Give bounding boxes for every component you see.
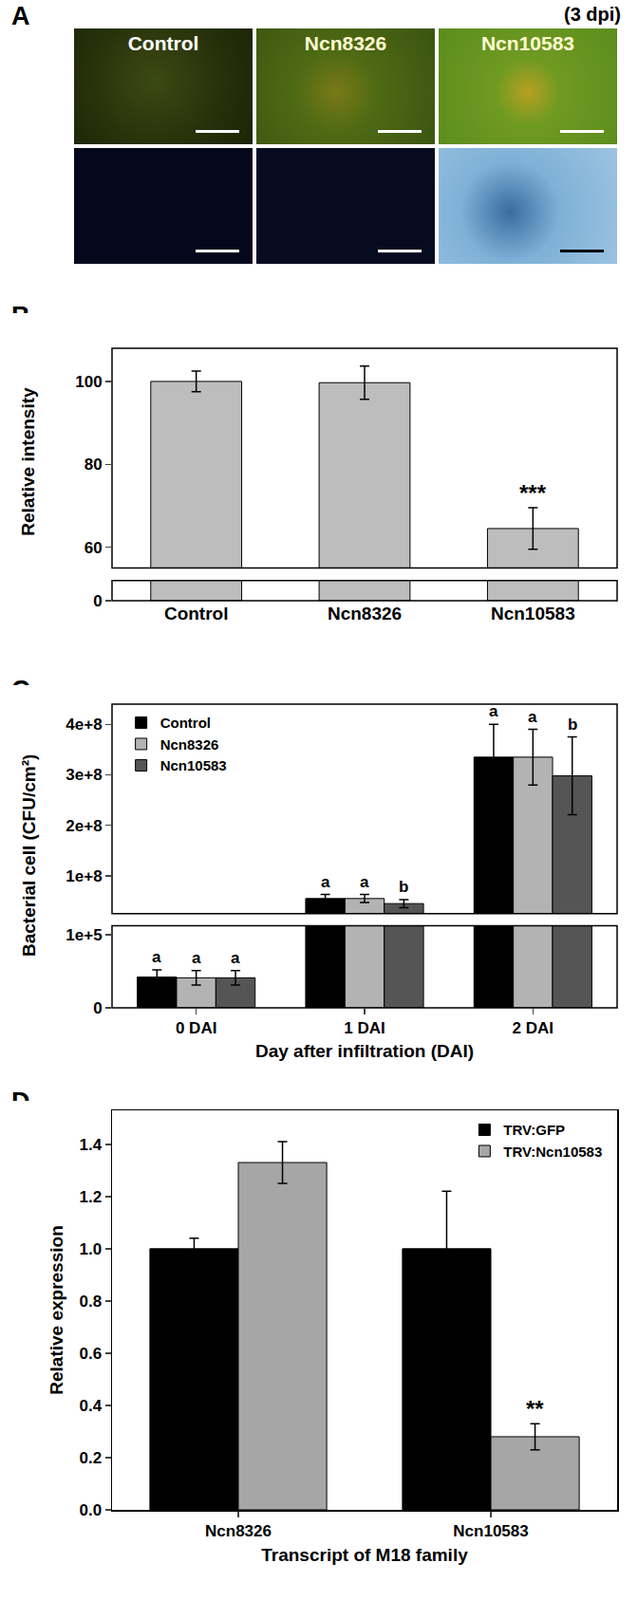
svg-text:***: *** bbox=[519, 480, 547, 507]
svg-text:a: a bbox=[191, 949, 202, 968]
svg-text:Ncn8326: Ncn8326 bbox=[327, 603, 402, 624]
svg-text:TRV:Ncn10583: TRV:Ncn10583 bbox=[503, 1144, 602, 1161]
svg-text:Relative intensity: Relative intensity bbox=[18, 387, 38, 537]
svg-text:Transcript of M18 family: Transcript of M18 family bbox=[261, 1545, 469, 1566]
svg-text:0.6: 0.6 bbox=[78, 1345, 102, 1364]
html-text:C: C bbox=[11, 675, 30, 705]
svg-text:0: 0 bbox=[93, 999, 102, 1018]
html-text:(3 dpi): (3 dpi) bbox=[563, 3, 621, 25]
html-text:Ncn10583: Ncn10583 bbox=[481, 32, 575, 55]
svg-text:60: 60 bbox=[84, 539, 103, 558]
svg-text:1 DAI: 1 DAI bbox=[343, 1019, 385, 1038]
svg-text:Ncn8326: Ncn8326 bbox=[205, 1522, 272, 1541]
svg-text:Control: Control bbox=[164, 603, 229, 624]
svg-text:Control: Control bbox=[160, 714, 211, 732]
svg-text:2e+8: 2e+8 bbox=[65, 817, 102, 836]
svg-text:Ncn10583: Ncn10583 bbox=[160, 757, 227, 774]
svg-text:3e+8: 3e+8 bbox=[65, 766, 102, 785]
svg-text:Relative expression: Relative expression bbox=[46, 1225, 67, 1395]
svg-text:Bacterial cell (CFU/cm²): Bacterial cell (CFU/cm²) bbox=[18, 754, 39, 957]
svg-text:2 DAI: 2 DAI bbox=[512, 1019, 554, 1038]
svg-text:a: a bbox=[320, 873, 331, 892]
svg-text:a: a bbox=[230, 949, 241, 968]
svg-text:80: 80 bbox=[84, 455, 103, 474]
html-text:A: A bbox=[11, 1, 30, 31]
svg-text:4e+8: 4e+8 bbox=[65, 715, 102, 734]
svg-text:0.2: 0.2 bbox=[78, 1449, 102, 1468]
html-text:Control: Control bbox=[127, 32, 199, 55]
svg-text:0.4: 0.4 bbox=[78, 1397, 102, 1416]
svg-text:1.4: 1.4 bbox=[78, 1136, 102, 1155]
svg-text:Ncn10583: Ncn10583 bbox=[490, 603, 576, 624]
svg-text:a: a bbox=[359, 873, 370, 892]
svg-text:100: 100 bbox=[75, 373, 102, 392]
svg-text:Ncn10583: Ncn10583 bbox=[452, 1522, 528, 1541]
svg-text:Day after infiltration (DAI): Day after infiltration (DAI) bbox=[255, 1041, 474, 1062]
svg-text:a: a bbox=[527, 708, 538, 727]
svg-text:0.0: 0.0 bbox=[78, 1501, 102, 1520]
html-text:D: D bbox=[11, 1088, 30, 1117]
svg-text:1e+5: 1e+5 bbox=[65, 926, 102, 945]
svg-text:1.0: 1.0 bbox=[78, 1240, 102, 1259]
svg-text:0: 0 bbox=[93, 592, 102, 611]
html-text:Ncn8326: Ncn8326 bbox=[304, 32, 387, 55]
svg-text:b: b bbox=[567, 715, 578, 734]
html-text:B: B bbox=[11, 301, 30, 331]
svg-text:Ncn8326: Ncn8326 bbox=[160, 736, 220, 753]
svg-text:**: ** bbox=[525, 1396, 545, 1423]
svg-text:1.2: 1.2 bbox=[78, 1188, 102, 1207]
svg-text:1e+8: 1e+8 bbox=[65, 867, 102, 886]
svg-text:0 DAI: 0 DAI bbox=[175, 1019, 217, 1038]
svg-text:b: b bbox=[398, 878, 409, 897]
svg-text:a: a bbox=[151, 948, 162, 967]
svg-text:0.8: 0.8 bbox=[78, 1293, 102, 1312]
svg-text:a: a bbox=[488, 702, 499, 721]
svg-text:TRV:GFP: TRV:GFP bbox=[503, 1122, 565, 1139]
